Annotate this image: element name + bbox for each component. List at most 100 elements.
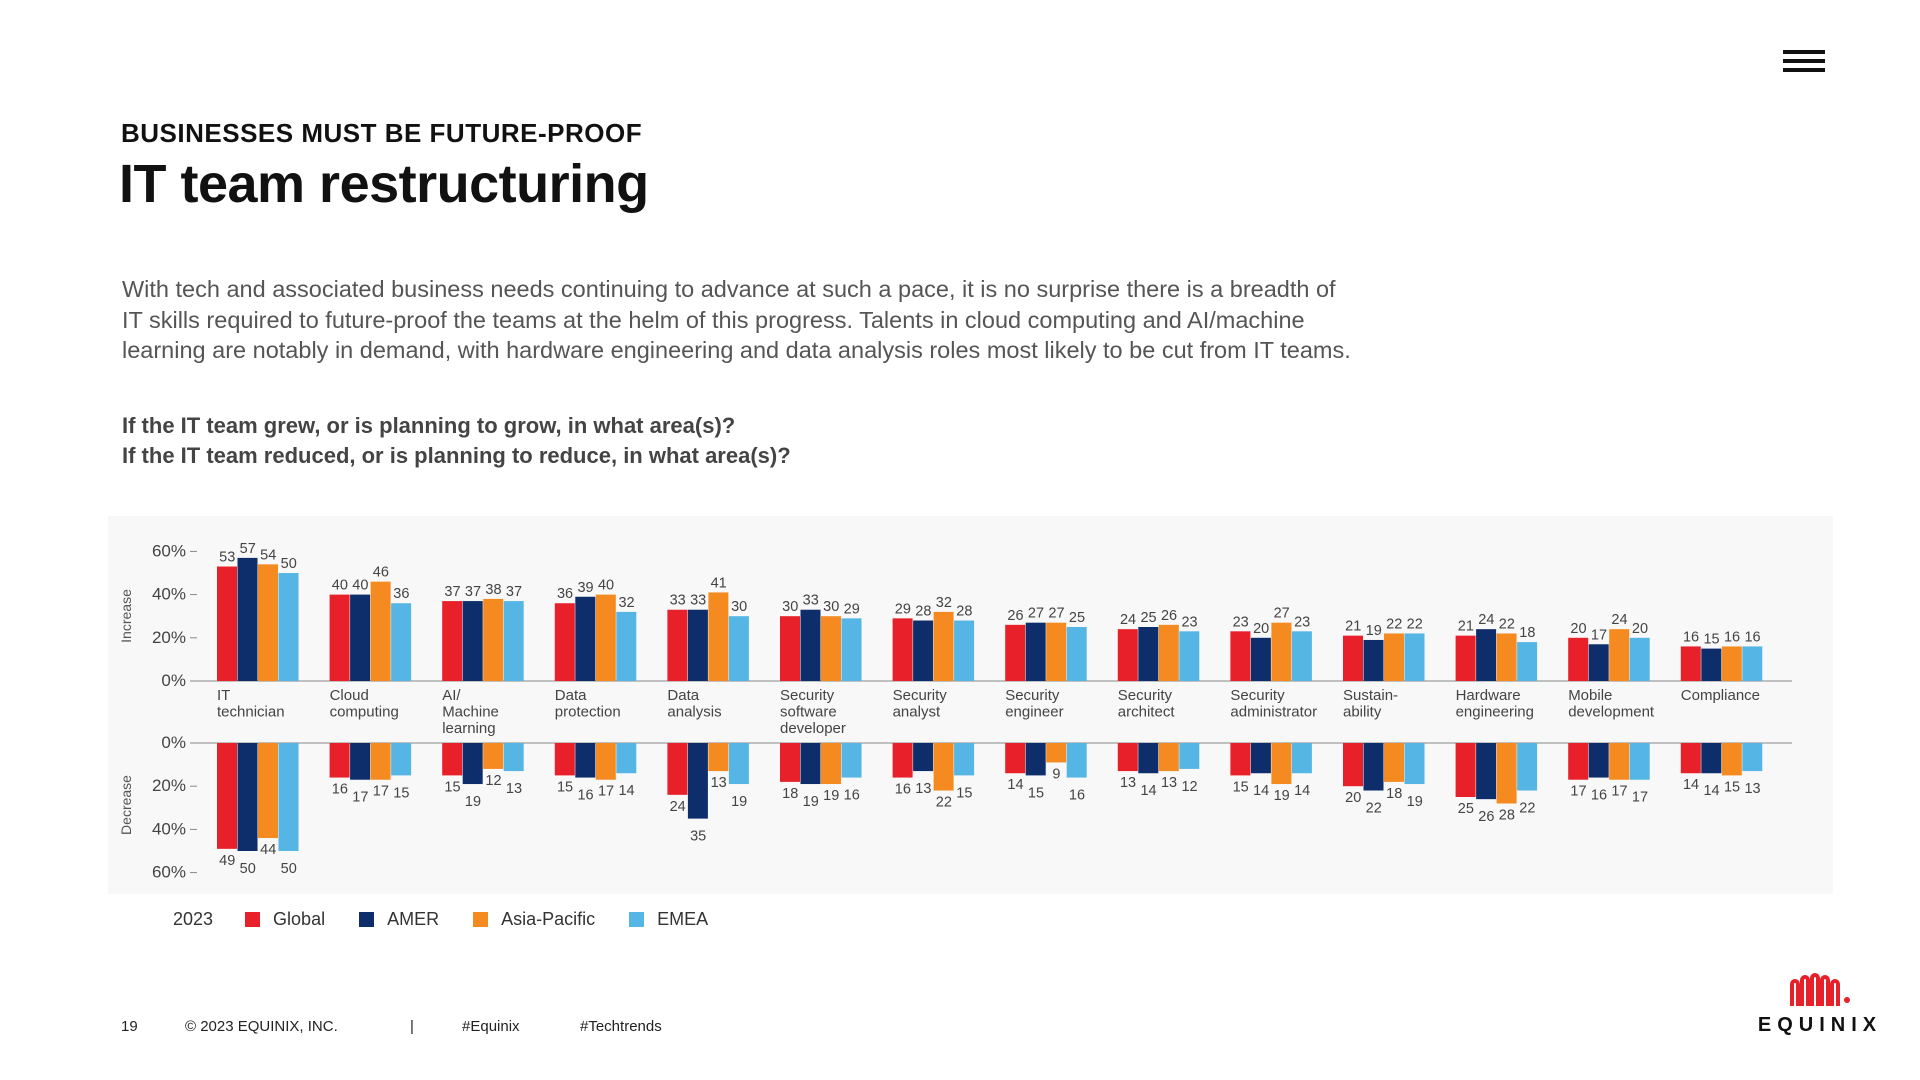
decrease-bar (841, 743, 862, 778)
decrease-value-label: 19 (465, 794, 481, 810)
increase-bar (1230, 631, 1251, 681)
legend-item-global[interactable]: Global (245, 909, 325, 930)
increase-value-label: 26 (1007, 608, 1023, 624)
menu-icon[interactable] (1783, 50, 1825, 72)
decrease-value-label: 16 (1069, 788, 1085, 804)
category-label: Security administrator (1230, 687, 1317, 721)
increase-value-label: 20 (1253, 621, 1269, 637)
increase-value-label: 30 (823, 599, 839, 615)
category-label: IT technician (217, 687, 285, 721)
decrease-value-label: 17 (1570, 784, 1586, 800)
legend-item-asia-pacific[interactable]: Asia-Pacific (473, 909, 595, 930)
legend-item-amer[interactable]: AMER (359, 909, 439, 930)
increase-value-label: 23 (1233, 614, 1249, 630)
hashtag-equinix[interactable]: #Equinix (462, 1018, 520, 1035)
decrease-bar (800, 743, 821, 785)
decrease-value-label: 13 (915, 781, 931, 797)
decrease-bar (1721, 743, 1742, 776)
increase-bar (462, 601, 483, 681)
increase-bar (391, 603, 412, 681)
increase-value-label: 28 (956, 604, 972, 620)
increase-bar (708, 592, 729, 681)
legend-swatch-asia-pacific (473, 911, 489, 927)
decrease-value-label: 14 (1683, 777, 1699, 793)
increase-bar (780, 616, 800, 681)
decrease-bar (1742, 743, 1763, 772)
decrease-bar (350, 743, 371, 780)
increase-bar (329, 594, 350, 681)
decrease-value-label: 35 (690, 829, 706, 845)
increase-value-label: 26 (1161, 608, 1177, 624)
increase-value-label: 24 (1611, 612, 1627, 628)
decrease-bar (1384, 743, 1404, 782)
increase-value-label: 41 (711, 575, 727, 591)
decrease-bar (1496, 743, 1517, 804)
decrease-value-label: 19 (1274, 788, 1290, 804)
increase-value-label: 39 (577, 580, 593, 596)
decrease-bar (1117, 743, 1138, 772)
legend-swatch-emea (629, 911, 645, 927)
increase-bar (1629, 637, 1650, 681)
decrease-value-label: 15 (557, 779, 573, 795)
decrease-value-label: 17 (1632, 790, 1648, 806)
increase-bar (1609, 629, 1630, 681)
decrease-value-label: 16 (895, 782, 911, 798)
increase-value-label: 18 (1519, 625, 1535, 641)
decrease-value-label: 13 (506, 781, 522, 797)
decrease-bar (687, 743, 708, 819)
decrease-value-label: 14 (1007, 777, 1023, 793)
decrease-value-label: 13 (1744, 781, 1760, 797)
decrease-bar (1476, 743, 1497, 800)
decrease-value-label: 50 (281, 861, 297, 877)
decrease-tick-label: 40% (152, 819, 186, 838)
equinix-logo[interactable]: EQUINIX (1750, 970, 1890, 1040)
decrease-value-label: 19 (731, 794, 747, 810)
increase-bar (616, 611, 637, 681)
increase-bar (1158, 624, 1179, 681)
decrease-axis-title: Decrease (118, 775, 134, 835)
decrease-bar (1404, 743, 1425, 785)
decrease-bar (1250, 743, 1271, 774)
decrease-value-label: 19 (803, 794, 819, 810)
category-label: Security engineer (1005, 687, 1063, 721)
increase-axis-title: Increase (118, 589, 134, 643)
increase-bar (1179, 631, 1200, 681)
increase-value-label: 22 (1499, 616, 1515, 632)
page-title: IT team restructuring (119, 154, 649, 214)
hashtag-techtrends[interactable]: #Techtrends (580, 1018, 662, 1035)
decrease-value-label: 19 (823, 788, 839, 804)
increase-bar (350, 594, 371, 681)
decrease-bar (258, 743, 278, 839)
increase-value-label: 28 (915, 604, 931, 620)
decrease-bar (616, 743, 637, 774)
increase-bar (278, 573, 299, 681)
decrease-bar (554, 743, 575, 776)
increase-bar (217, 566, 237, 681)
increase-bar (503, 601, 524, 681)
increase-bar (728, 616, 749, 681)
decrease-value-label: 16 (577, 788, 593, 804)
decrease-value-label: 22 (1519, 801, 1535, 817)
increase-value-label: 15 (1703, 632, 1719, 648)
legend-item-emea[interactable]: EMEA (629, 909, 708, 930)
increase-bar (1138, 627, 1159, 681)
increase-value-label: 29 (844, 601, 860, 617)
increase-bar (667, 609, 688, 681)
decrease-bar (595, 743, 616, 780)
category-label: Security software developer (780, 687, 846, 737)
increase-bar (1250, 637, 1271, 681)
decrease-value-label: 13 (1120, 775, 1136, 791)
increase-value-label: 40 (598, 578, 614, 594)
increase-bar (1496, 633, 1517, 681)
increase-bar (442, 601, 463, 681)
increase-value-label: 20 (1570, 621, 1586, 637)
increase-bar (1742, 646, 1763, 681)
decrease-bar (1138, 743, 1159, 774)
increase-bar (1721, 646, 1742, 681)
decrease-bar (483, 743, 504, 769)
decrease-bar (1158, 743, 1179, 772)
increase-bar (1455, 635, 1476, 681)
decrease-bar (708, 743, 729, 772)
decrease-value-label: 15 (444, 779, 460, 795)
increase-bar (575, 596, 596, 681)
